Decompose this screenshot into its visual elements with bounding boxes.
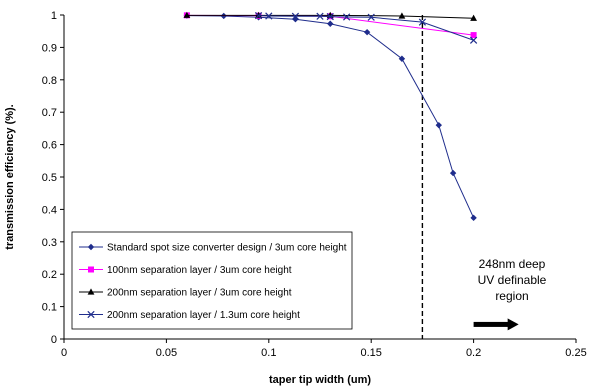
y-tick-label: 0.9 [42,42,57,54]
legend: Standard spot size converter design / 3u… [71,231,353,330]
annotation-line-2: UV definable [478,273,547,287]
legend-label: 200nm separation layer / 1.3um core heig… [107,310,300,321]
x-tick-label: 0.05 [156,347,177,359]
legend-swatch-marker [87,243,95,251]
y-tick-label: 0.8 [42,75,57,87]
legend-item: 200nm separation layer / 1.3um core heig… [79,310,300,321]
series-layer [183,11,478,222]
annotation-line-3: region [495,289,528,303]
legend-items: Standard spot size converter design / 3u… [79,243,347,321]
y-tick-label: 0.5 [42,172,57,184]
data-point [367,13,375,21]
legend-item: 200nm separation layer / 3um core height [79,288,292,299]
data-point [435,121,442,129]
legend-label: Standard spot size converter design / 3u… [107,243,347,254]
data-point [398,12,406,19]
y-tick-label: 0.1 [42,302,57,314]
arrow-head [507,318,519,331]
arrow-shaft [473,321,509,327]
data-point [470,214,477,222]
legend-swatch-marker [87,288,95,295]
data-point [470,32,477,39]
y-tick-label: 1 [51,10,57,22]
data-point [363,28,371,36]
x-tick-label: 0.15 [360,347,381,359]
data-point [254,12,263,20]
y-tick-label: 0.7 [42,107,57,119]
x-axis-ticks: 0 0.05 0.1 0.15 0.2 0.25 [61,339,587,359]
data-point [469,36,478,44]
y-tick-label: 0 [51,334,57,346]
x-tick-label: 0 [61,347,67,359]
data-point [291,12,300,20]
x-tick-label: 0.25 [565,347,586,359]
data-point [449,169,457,177]
series-4 [254,12,478,44]
data-point [183,11,191,18]
arrow-right-icon [473,318,519,331]
series-line [186,15,475,219]
y-axis-ticks: 0 0.1 0.2 0.3 0.4 0.5 0.6 0.7 0.8 0.9 1 [42,10,64,346]
x-axis-title: taper tip width (um) [269,374,371,386]
legend-label: 200nm separation layer / 3um core height [107,288,292,299]
x-tick-label: 0.1 [261,347,276,359]
y-axis-title: transmission efficiency (%). [4,104,16,250]
data-point [470,14,477,21]
y-tick-label: 0.3 [42,237,57,249]
data-point [398,55,406,62]
annotation: 248nm deep UV definable region [473,257,547,331]
data-point [326,12,334,21]
legend-swatch-marker [88,266,94,273]
data-point [418,18,427,26]
x-tick-label: 0.2 [466,347,481,359]
data-point [316,12,324,20]
y-tick-label: 0.4 [42,204,57,216]
y-tick-label: 0.6 [42,140,57,152]
legend-swatch-marker [87,310,95,319]
data-point [327,20,334,27]
data-point [265,12,273,20]
legend-box [71,231,353,330]
annotation-line-1: 248nm deep [479,257,546,271]
data-point [342,13,351,21]
legend-label: 100nm separation layer / 3um core height [107,265,292,276]
legend-item: 100nm separation layer / 3um core height [79,265,292,276]
y-tick-label: 0.2 [42,269,57,281]
legend-item: Standard spot size converter design / 3u… [79,243,347,254]
